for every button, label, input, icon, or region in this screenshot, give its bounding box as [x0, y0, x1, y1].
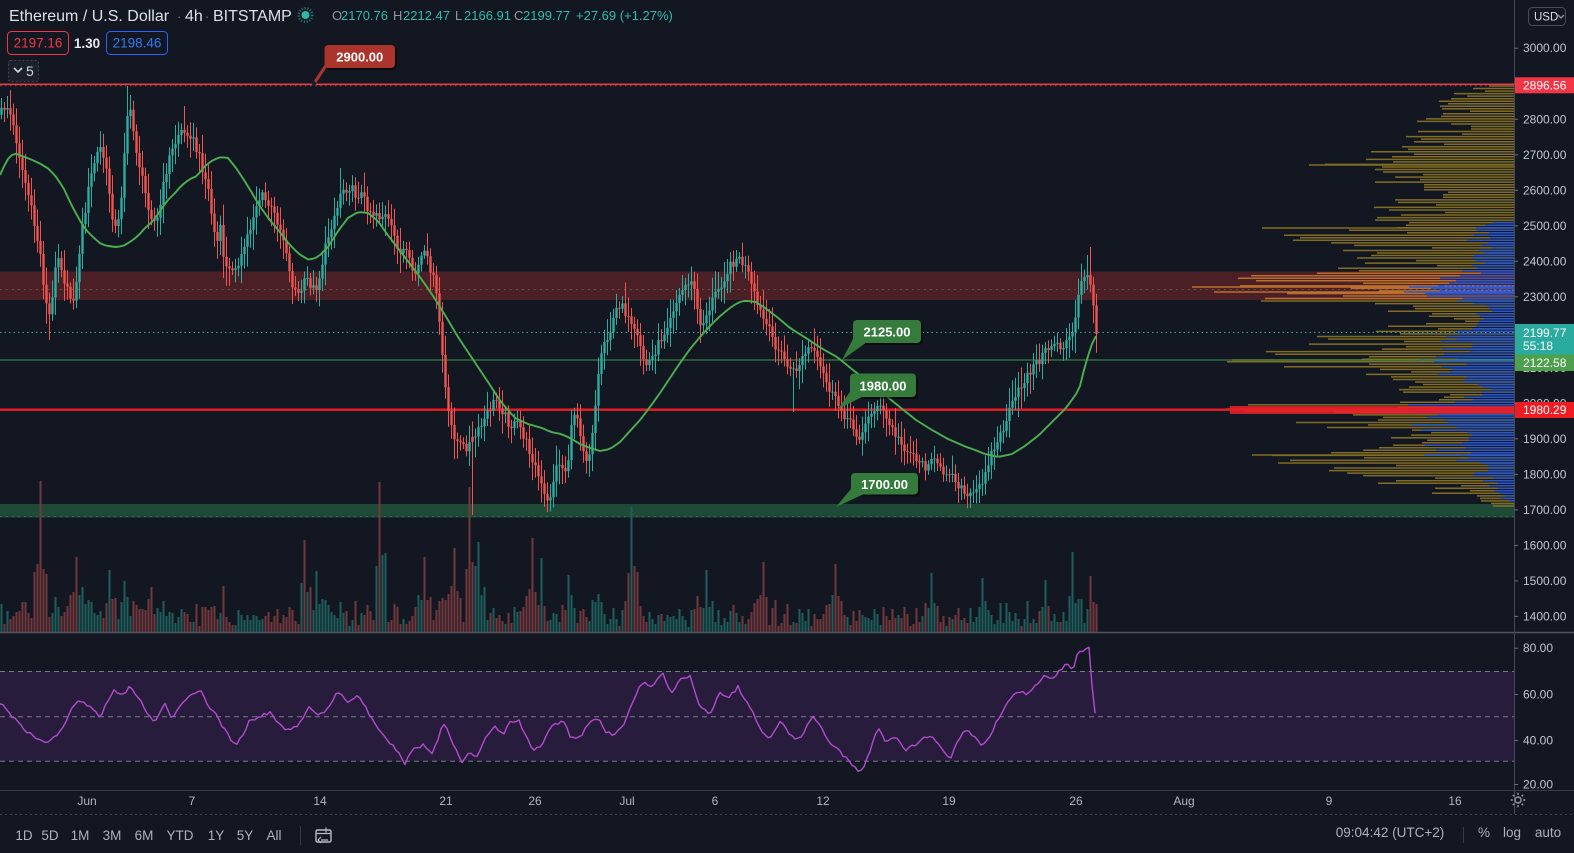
svg-text:2199.77: 2199.77	[1523, 326, 1567, 340]
svg-text:80.00: 80.00	[1523, 641, 1553, 655]
svg-text:2199.77: 2199.77	[523, 8, 570, 23]
svg-text:2170.76: 2170.76	[341, 8, 388, 23]
svg-text:USD: USD	[1534, 12, 1558, 24]
svg-text:1400.00: 1400.00	[1523, 609, 1567, 623]
svg-text:2700.00: 2700.00	[1523, 148, 1567, 162]
svg-text:2600.00: 2600.00	[1523, 183, 1567, 197]
svg-text:9: 9	[1326, 794, 1333, 808]
svg-text:Jul: Jul	[619, 794, 634, 808]
svg-text:19: 19	[942, 794, 956, 808]
svg-text:2300.00: 2300.00	[1523, 290, 1567, 304]
svg-text:5Y: 5Y	[237, 828, 254, 843]
svg-text:O: O	[332, 8, 342, 23]
svg-text:20.00: 20.00	[1523, 778, 1553, 792]
svg-text:H: H	[393, 8, 402, 23]
svg-text:%: %	[1478, 825, 1490, 840]
svg-text:L: L	[455, 8, 462, 23]
svg-text:1M: 1M	[71, 828, 90, 843]
svg-text:2896.56: 2896.56	[1523, 79, 1567, 93]
svg-text:6M: 6M	[135, 828, 154, 843]
svg-text:Ethereum / U.S. Dollar: Ethereum / U.S. Dollar	[9, 8, 170, 25]
svg-text:1600.00: 1600.00	[1523, 538, 1567, 552]
svg-text:1Y: 1Y	[208, 828, 225, 843]
svg-text:2198.46: 2198.46	[113, 36, 162, 51]
svg-text:1.30: 1.30	[74, 36, 100, 51]
svg-text:1500.00: 1500.00	[1523, 574, 1567, 588]
svg-text:12: 12	[816, 794, 830, 808]
svg-text:BITSTAMP: BITSTAMP	[213, 8, 292, 25]
svg-text:60.00: 60.00	[1523, 688, 1553, 702]
svg-text:+27.69 (+1.27%): +27.69 (+1.27%)	[576, 8, 673, 23]
svg-text:2400.00: 2400.00	[1523, 254, 1567, 268]
svg-text:1800.00: 1800.00	[1523, 467, 1567, 481]
svg-text:26: 26	[1069, 794, 1083, 808]
svg-text:1700.00: 1700.00	[1523, 503, 1567, 517]
svg-text:2122.58: 2122.58	[1523, 356, 1567, 370]
svg-text:log: log	[1503, 825, 1521, 840]
svg-text:1700.00: 1700.00	[861, 477, 908, 492]
svg-text:14: 14	[313, 794, 327, 808]
svg-text:2500.00: 2500.00	[1523, 219, 1567, 233]
svg-text:Aug: Aug	[1173, 794, 1194, 808]
svg-text:·: ·	[205, 9, 209, 24]
svg-text:2800.00: 2800.00	[1523, 112, 1567, 126]
svg-text:auto: auto	[1535, 825, 1561, 840]
svg-text:6: 6	[712, 794, 719, 808]
svg-text:3000.00: 3000.00	[1523, 41, 1567, 55]
svg-text:40.00: 40.00	[1523, 734, 1553, 748]
svg-text:2125.00: 2125.00	[864, 325, 911, 340]
svg-text:21: 21	[439, 794, 453, 808]
svg-text:1D: 1D	[15, 828, 33, 843]
svg-text:1900.00: 1900.00	[1523, 432, 1567, 446]
svg-text:3M: 3M	[103, 828, 122, 843]
svg-text:Jun: Jun	[77, 794, 96, 808]
svg-text:2166.91: 2166.91	[464, 8, 511, 23]
svg-text:4h: 4h	[185, 8, 203, 25]
svg-text:09:04:42 (UTC+2): 09:04:42 (UTC+2)	[1336, 825, 1444, 840]
svg-text:1980.29: 1980.29	[1523, 403, 1567, 417]
svg-text:2900.00: 2900.00	[336, 50, 383, 65]
svg-text:16: 16	[1448, 794, 1462, 808]
svg-text:7: 7	[189, 794, 196, 808]
svg-text:2197.16: 2197.16	[14, 36, 63, 51]
svg-text:2212.47: 2212.47	[403, 8, 450, 23]
svg-text:All: All	[266, 828, 281, 843]
svg-text:55:18: 55:18	[1523, 339, 1553, 353]
svg-text:5: 5	[26, 63, 34, 79]
svg-text:·: ·	[177, 9, 181, 24]
svg-text:26: 26	[528, 794, 542, 808]
svg-text:5D: 5D	[41, 828, 59, 843]
svg-text:C: C	[514, 8, 523, 23]
svg-text:YTD: YTD	[167, 828, 194, 843]
svg-text:1980.00: 1980.00	[860, 378, 907, 393]
